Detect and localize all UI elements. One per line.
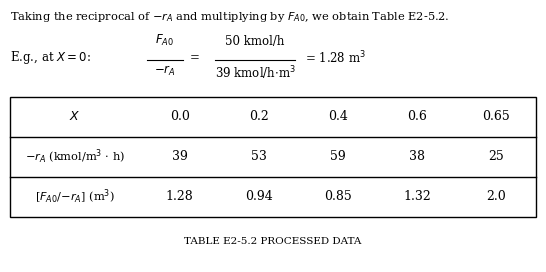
Text: $F_{A0}$: $F_{A0}$ [156, 33, 175, 48]
Text: 2.0: 2.0 [486, 190, 506, 203]
Text: 38: 38 [409, 150, 425, 163]
Text: 0.85: 0.85 [324, 190, 352, 203]
Text: 39 kmol/h$\cdot$m$^3$: 39 kmol/h$\cdot$m$^3$ [215, 64, 295, 82]
Text: 0.2: 0.2 [249, 110, 269, 123]
Text: Taking the reciprocal of $-r_A$ and multiplying by $F_{A0}$, we obtain Table E2-: Taking the reciprocal of $-r_A$ and mult… [10, 10, 449, 24]
Text: 39: 39 [171, 150, 187, 163]
Bar [10, 97, 536, 217]
Text: 0.0: 0.0 [170, 110, 189, 123]
Text: TABLE E2-5.2 PROCESSED DATA: TABLE E2-5.2 PROCESSED DATA [185, 237, 361, 246]
Text: = 1.28 m$^3$: = 1.28 m$^3$ [305, 50, 366, 66]
Text: [$F_{A0}$/$-r_A$] (m$^3$): [$F_{A0}$/$-r_A$] (m$^3$) [35, 188, 115, 206]
Text: 1.28: 1.28 [166, 190, 193, 203]
Text: 59: 59 [330, 150, 346, 163]
Text: $X$: $X$ [69, 110, 81, 123]
Text: 0.65: 0.65 [483, 110, 511, 123]
Text: =: = [190, 51, 200, 64]
Text: 53: 53 [251, 150, 267, 163]
Text: E.g., at $X=0$:: E.g., at $X=0$: [10, 50, 91, 66]
Text: $-r_A$ (kmol/m$^3$ $\cdot$ h): $-r_A$ (kmol/m$^3$ $\cdot$ h) [25, 148, 125, 166]
Text: $-r_A$: $-r_A$ [154, 64, 176, 78]
Text: 25: 25 [489, 150, 505, 163]
Text: 0.4: 0.4 [328, 110, 348, 123]
Text: 50 kmol/h: 50 kmol/h [225, 35, 284, 48]
Text: 0.94: 0.94 [245, 190, 272, 203]
Text: 1.32: 1.32 [403, 190, 431, 203]
Text: 0.6: 0.6 [407, 110, 427, 123]
